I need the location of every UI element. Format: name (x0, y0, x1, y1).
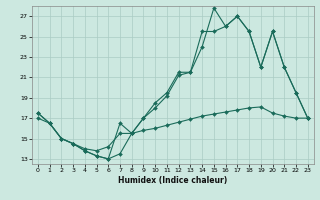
X-axis label: Humidex (Indice chaleur): Humidex (Indice chaleur) (118, 176, 228, 185)
